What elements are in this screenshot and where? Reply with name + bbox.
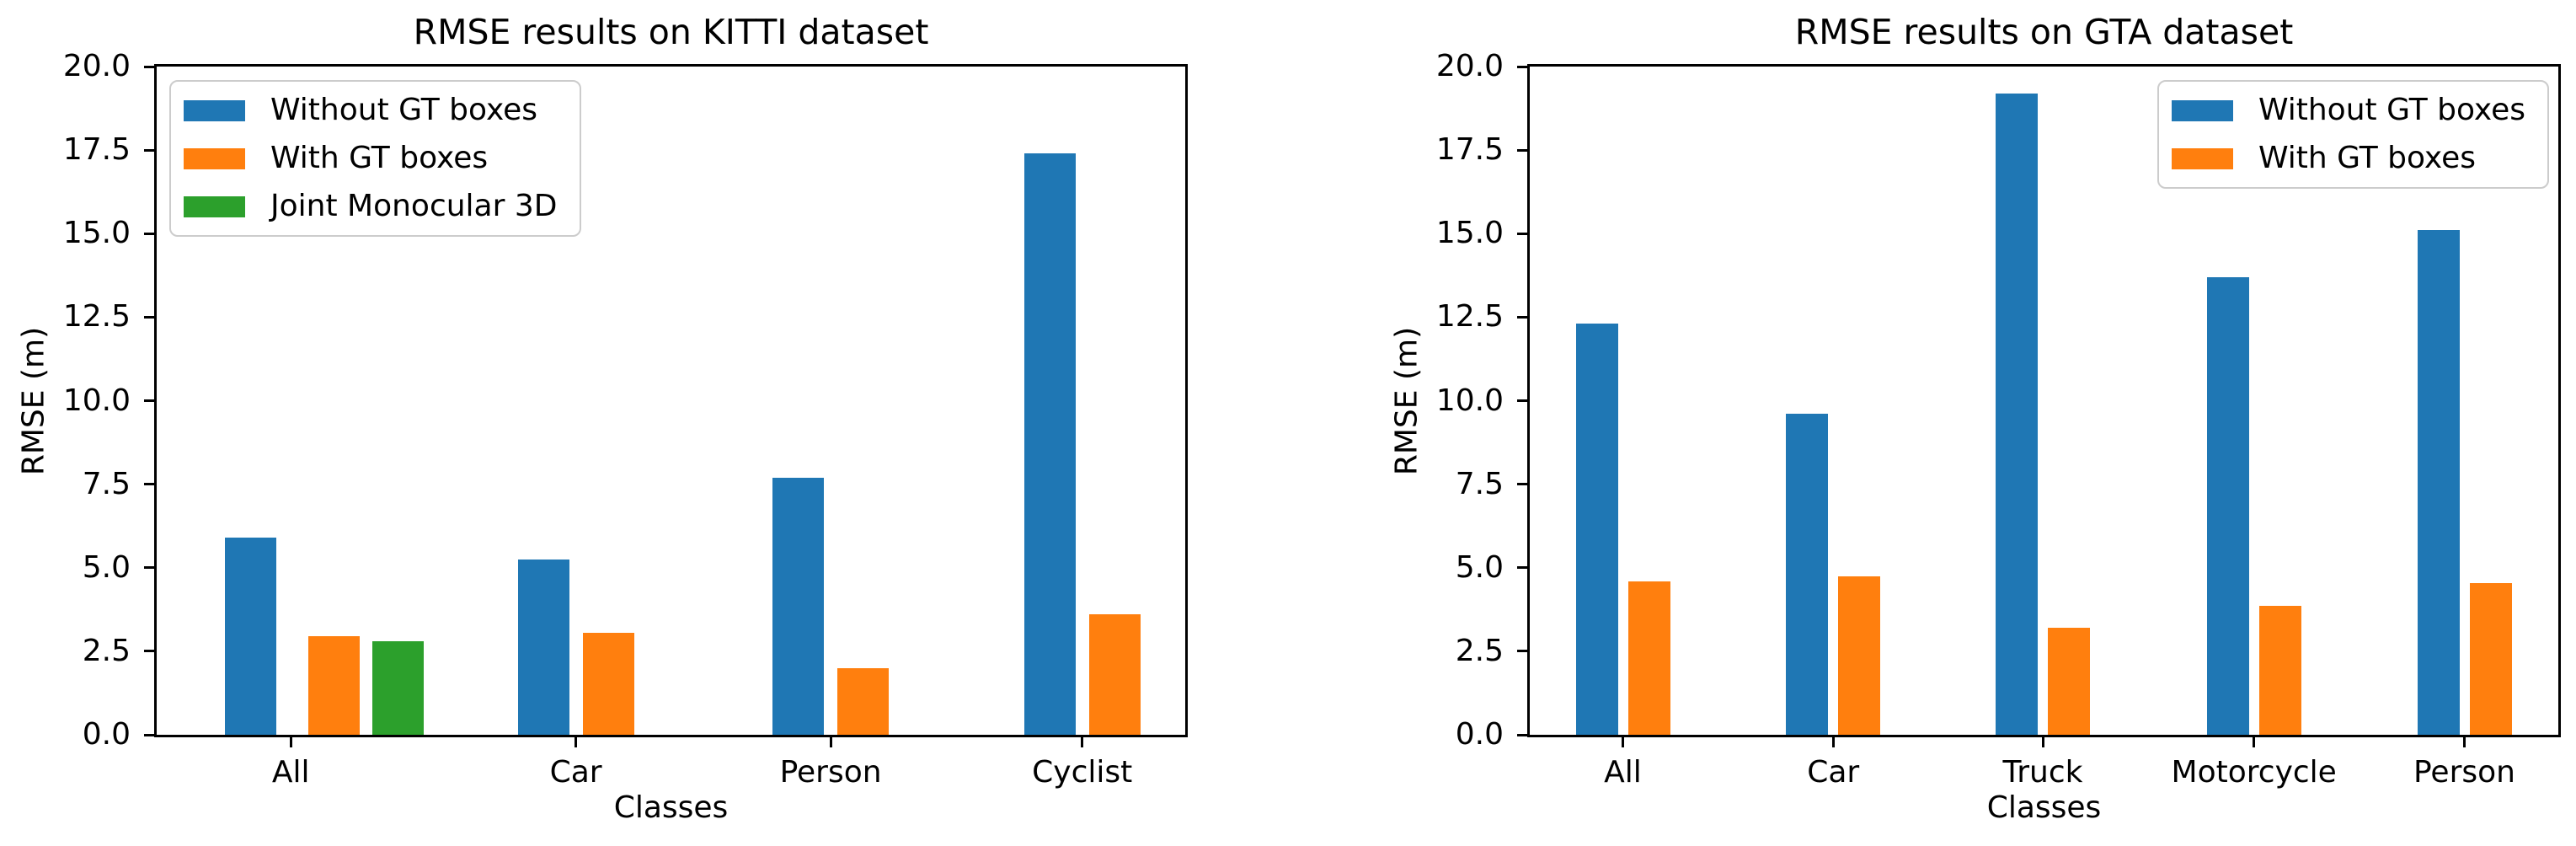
y-tick-label: 15.0 <box>1435 216 1504 251</box>
x-tick-mark <box>1622 737 1624 747</box>
y-tick-mark <box>144 399 154 402</box>
y-tick-mark <box>144 483 154 486</box>
y-tick-label: 0.0 <box>1455 717 1504 752</box>
x-tick-label: Motorcycle <box>2171 755 2337 790</box>
y-tick-mark <box>1517 483 1527 486</box>
y-tick-mark <box>1517 315 1527 319</box>
legend-row: With GT boxes <box>2171 141 2525 175</box>
legend-swatch-icon <box>184 147 245 169</box>
y-tick-mark <box>1517 65 1527 68</box>
y-tick-mark <box>1517 650 1527 653</box>
y-tick-mark <box>1517 566 1527 570</box>
y-tick-mark <box>1517 733 1527 736</box>
y-tick-label: 10.0 <box>62 383 131 418</box>
bar <box>1088 614 1141 735</box>
bar <box>1786 414 1829 735</box>
y-tick-mark <box>144 566 154 570</box>
x-tick-label: All <box>1604 755 1642 790</box>
y-tick-label: 7.5 <box>82 466 131 501</box>
kitti-chart: RMSE results on KITTI dataset RMSE (m) C… <box>17 12 1188 825</box>
x-tick-label: Cyclist <box>1032 755 1133 790</box>
y-tick-mark <box>144 650 154 653</box>
bar <box>582 633 634 735</box>
y-tick-label: 20.0 <box>62 49 131 83</box>
bar <box>1627 581 1670 735</box>
y-tick-mark <box>144 733 154 736</box>
bar <box>1996 93 2038 735</box>
bar <box>371 641 424 735</box>
legend-label: Without GT boxes <box>270 93 538 127</box>
y-tick-mark <box>144 315 154 319</box>
legend-row: Joint Monocular 3D <box>184 190 558 223</box>
y-tick-label: 2.5 <box>82 633 131 668</box>
legend-row: Without GT boxes <box>184 94 558 127</box>
legend-swatch-icon <box>2171 99 2233 121</box>
legend-swatch-icon <box>184 99 245 121</box>
x-tick-mark <box>2253 737 2256 747</box>
legend-row: With GT boxes <box>184 142 558 175</box>
x-tick-label: Truck <box>2002 755 2083 790</box>
bar <box>2048 628 2090 735</box>
legend: Without GT boxes With GT boxes Joint Monoc… <box>169 80 581 237</box>
bar <box>224 538 276 735</box>
y-tick-mark <box>144 65 154 68</box>
x-tick-label: Car <box>549 755 602 790</box>
legend-label: With GT boxes <box>270 141 489 175</box>
bar <box>307 636 360 735</box>
x-tick-mark <box>575 737 578 747</box>
bar <box>1023 153 1076 735</box>
y-tick-label: 12.5 <box>62 299 131 335</box>
x-axis-label: Classes <box>1986 790 2102 825</box>
x-tick-mark <box>1831 737 1835 747</box>
legend-label: Without GT boxes <box>2258 93 2525 127</box>
gta-chart: RMSE results on GTA dataset RMSE (m) Cla… <box>1390 12 2561 825</box>
legend-label: With GT boxes <box>2258 141 2477 175</box>
x-tick-label: Person <box>779 755 882 790</box>
legend: Without GT boxes With GT boxes <box>2156 80 2549 189</box>
y-tick-label: 12.5 <box>1435 299 1504 335</box>
y-tick-label: 2.5 <box>1455 633 1504 668</box>
y-tick-mark <box>1517 399 1527 402</box>
x-tick-mark <box>2041 737 2044 747</box>
y-tick-mark <box>144 232 154 235</box>
legend-label: Joint Monocular 3D <box>270 189 558 223</box>
x-tick-mark <box>289 737 292 747</box>
x-tick-label: Person <box>2413 755 2515 790</box>
y-tick-label: 0.0 <box>82 717 131 752</box>
y-tick-label: 20.0 <box>1435 49 1504 83</box>
x-tick-mark <box>2463 737 2466 747</box>
x-tick-label: Car <box>1807 755 1860 790</box>
x-tick-label: All <box>271 755 310 790</box>
y-tick-mark <box>1517 232 1527 235</box>
x-tick-mark <box>829 737 832 747</box>
y-tick-label: 7.5 <box>1455 466 1504 501</box>
x-tick-mark <box>1081 737 1084 747</box>
y-tick-label: 15.0 <box>62 216 131 251</box>
x-axis-label: Classes <box>613 790 729 825</box>
page-title: RMSE results on GTA dataset <box>1794 12 2294 52</box>
bar <box>2469 582 2512 735</box>
bar <box>1575 324 1618 735</box>
y-tick-label: 17.5 <box>62 132 131 168</box>
bar <box>772 477 825 735</box>
legend-row: Without GT boxes <box>2171 93 2525 127</box>
bar <box>2258 606 2301 735</box>
y-tick-label: 17.5 <box>1435 132 1504 168</box>
y-tick-label: 10.0 <box>1435 383 1504 418</box>
bar <box>2206 276 2249 735</box>
bar <box>837 667 890 735</box>
y-tick-mark <box>1517 148 1527 152</box>
page-title: RMSE results on KITTI dataset <box>413 12 929 52</box>
bar <box>1838 576 1881 735</box>
bar <box>517 559 569 735</box>
legend-swatch-icon <box>184 195 245 217</box>
y-tick-label: 5.0 <box>82 549 131 585</box>
y-tick-label: 5.0 <box>1455 549 1504 585</box>
legend-swatch-icon <box>2171 147 2233 169</box>
y-tick-mark <box>144 148 154 152</box>
bar <box>2417 230 2460 735</box>
